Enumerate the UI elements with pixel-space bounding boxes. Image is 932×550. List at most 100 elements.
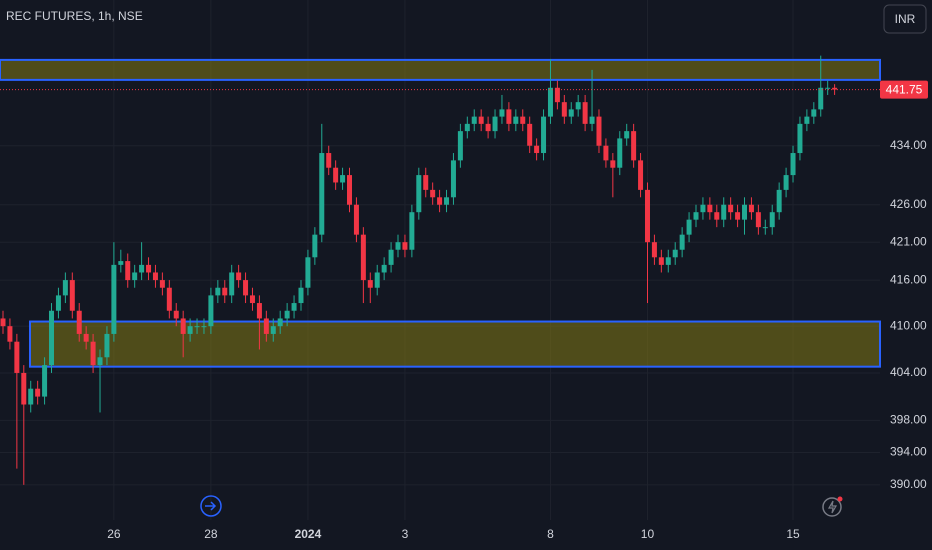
candle-body: [541, 116, 547, 154]
candle-body: [721, 204, 727, 220]
candle-body: [132, 272, 138, 281]
candle-body: [319, 153, 325, 235]
candle-body: [769, 212, 775, 228]
y-tick-label: 390.00: [890, 477, 927, 491]
candle-body: [146, 264, 152, 273]
replay-icon[interactable]: [200, 495, 222, 517]
y-tick-label: 426.00: [890, 197, 927, 211]
candle-body: [340, 175, 346, 183]
candle-body: [707, 204, 713, 213]
candle-body: [644, 189, 650, 243]
candle-body: [818, 87, 824, 110]
candle-body: [423, 175, 429, 190]
candle-body: [804, 116, 810, 124]
candle-body: [42, 365, 48, 397]
candle-body: [444, 197, 450, 205]
candle-body: [298, 287, 304, 304]
candle-body: [125, 261, 131, 281]
candle-body: [353, 204, 359, 235]
candle-body: [305, 257, 311, 288]
candle-body: [284, 310, 290, 319]
candle-body: [437, 197, 443, 205]
candle-body: [748, 204, 754, 213]
last-price-label: 441.75: [886, 83, 923, 97]
candle-body: [49, 310, 55, 366]
icon-bolt[interactable]: [827, 500, 838, 514]
zones: [0, 58, 881, 368]
currency-button[interactable]: [883, 4, 927, 34]
candle-body: [118, 261, 124, 265]
currency-label[interactable]: INR: [895, 12, 916, 26]
candle-body: [111, 264, 117, 334]
alerts-icon[interactable]: [822, 496, 843, 517]
candle-body: [554, 87, 560, 103]
candle-body: [450, 160, 456, 198]
candle-body: [534, 145, 540, 154]
candle-body: [464, 123, 470, 132]
candle-body: [83, 333, 89, 342]
candle-body: [617, 138, 623, 168]
candle-body: [506, 109, 512, 124]
candle-body: [471, 116, 477, 124]
candle-body: [28, 388, 34, 405]
candle-body: [762, 227, 768, 229]
candle-body: [527, 123, 533, 146]
y-tick-label: 394.00: [890, 445, 927, 459]
candle-body: [187, 326, 193, 334]
candle-body: [582, 102, 588, 124]
candle-body: [7, 326, 13, 342]
candle-body: [790, 153, 796, 176]
candle-body: [499, 109, 505, 117]
candle-body: [624, 131, 630, 139]
x-tick-label: 3: [402, 527, 409, 541]
icon-circle[interactable]: [200, 495, 222, 517]
candle-body: [90, 341, 96, 366]
candle-body: [638, 160, 644, 190]
candle-body: [395, 242, 401, 250]
candle-body: [651, 242, 657, 258]
candle-body: [478, 116, 484, 124]
candle-body: [14, 341, 20, 373]
candle-body: [201, 326, 207, 328]
candle-body: [728, 204, 734, 213]
candle-body: [208, 295, 214, 327]
candle-body: [277, 318, 283, 327]
y-tick-label: 404.00: [890, 365, 927, 379]
candle-body: [263, 318, 269, 334]
candle-body: [596, 116, 602, 146]
candle-body: [714, 212, 720, 220]
candle-body: [575, 102, 581, 110]
candle-body: [402, 242, 408, 250]
candle-body: [180, 318, 186, 334]
icon-arrow[interactable]: [205, 501, 217, 511]
candle-body: [832, 87, 838, 90]
candle-body: [783, 175, 789, 190]
candle-body: [825, 87, 831, 89]
candle-body: [173, 310, 179, 319]
x-tick-label: 8: [547, 527, 554, 541]
candle-body: [547, 87, 553, 117]
x-tick-label: 28: [204, 527, 218, 541]
candle-body: [513, 116, 519, 124]
candle-body: [520, 116, 526, 124]
candle-body: [21, 372, 27, 405]
candle-body: [256, 303, 262, 319]
candle-body: [388, 249, 394, 265]
candle-body: [561, 102, 567, 117]
candle-body: [249, 295, 255, 304]
candle-body: [457, 131, 463, 161]
candle-body: [291, 303, 297, 311]
candle-body: [686, 219, 692, 235]
icon-circle[interactable]: [822, 497, 842, 517]
candle-body: [229, 272, 235, 296]
candle-body: [104, 333, 110, 358]
icon-dot[interactable]: [837, 496, 843, 502]
candle-body: [215, 287, 221, 296]
candle-body: [270, 326, 276, 334]
candle-body: [430, 189, 436, 198]
candle-body: [589, 116, 595, 124]
candle-body: [665, 257, 671, 265]
candle-body: [381, 264, 387, 273]
